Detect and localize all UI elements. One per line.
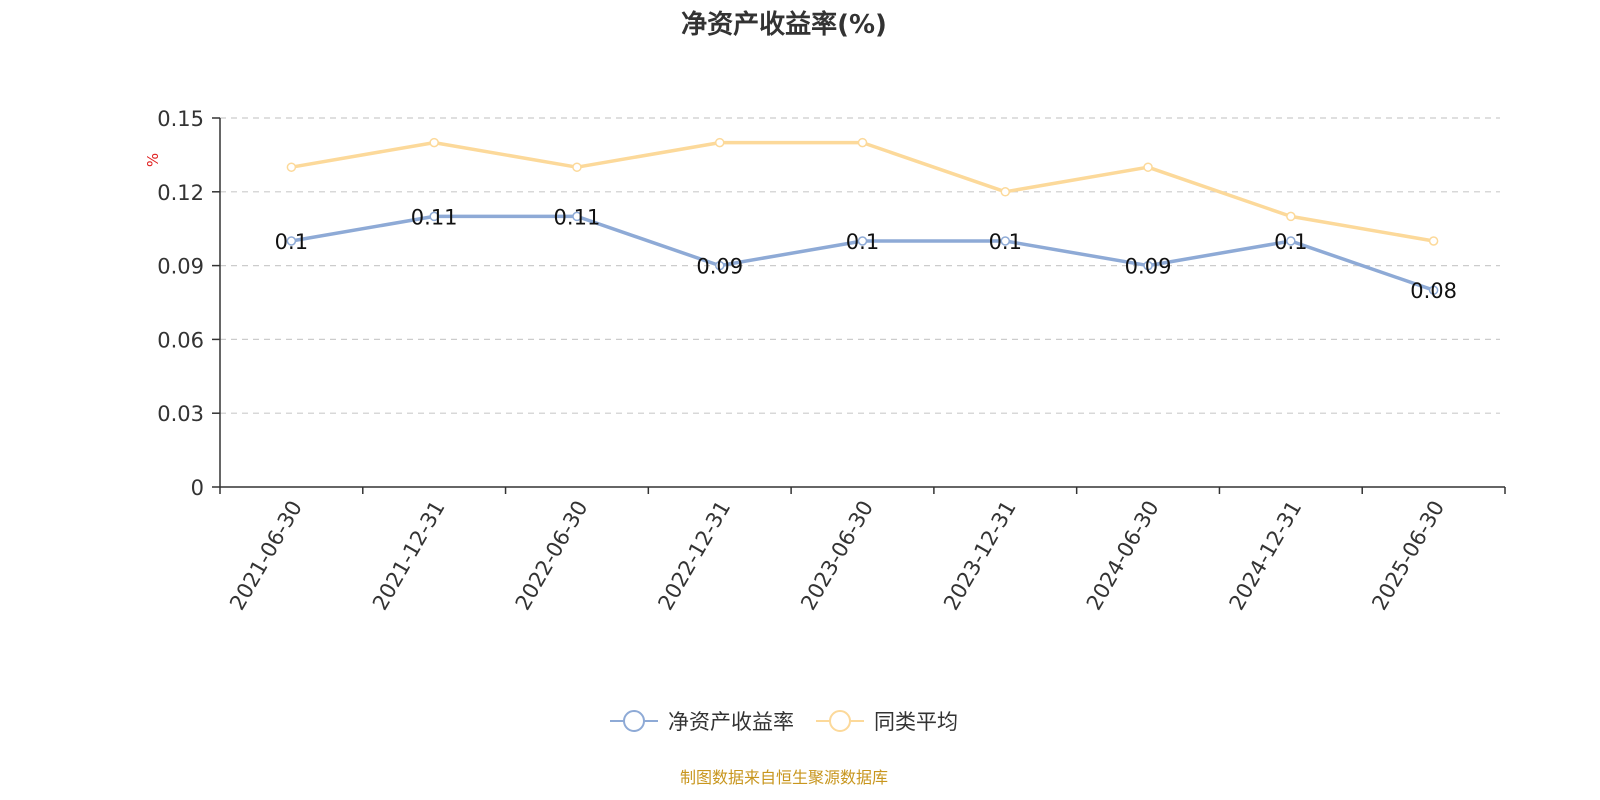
chart-title: 净资产收益率(%) <box>681 10 887 40</box>
data-point[interactable] <box>572 162 582 172</box>
data-point[interactable] <box>1000 187 1011 197</box>
data-label: 0.1 <box>846 230 879 254</box>
data-label: 0.11 <box>554 205 601 229</box>
data-point[interactable] <box>1428 285 1439 295</box>
legend: 净资产收益率 同类平均 <box>0 706 1568 736</box>
legend-item-peer-average[interactable]: 同类平均 <box>816 706 958 736</box>
data-point[interactable] <box>1428 236 1439 246</box>
data-label: 0.11 <box>411 205 458 229</box>
data-label: 0.09 <box>696 255 743 279</box>
line-chart: 0 0.03 0.06 0.09 0.12 0.15 2021-06-30 2021-12-… <box>144 107 1506 615</box>
y-axis-label: % <box>144 153 162 167</box>
y-tick-label: 0.15 <box>157 107 204 131</box>
data-point[interactable] <box>714 260 725 271</box>
y-tick-label: 0.12 <box>157 181 204 205</box>
x-tick-label: 2023-06-30 <box>796 497 878 615</box>
axes <box>219 118 1505 488</box>
data-point[interactable] <box>286 236 297 246</box>
x-tick-label: 2022-12-31 <box>653 497 735 615</box>
data-label: 0.09 <box>1125 255 1172 279</box>
y-tick-label: 0.09 <box>157 255 204 279</box>
data-point[interactable] <box>286 162 297 172</box>
data-label: 0.1 <box>275 230 308 254</box>
x-tick-label: 2023-12-31 <box>939 497 1021 615</box>
data-label: 0.08 <box>1410 279 1457 303</box>
data-point[interactable] <box>1000 236 1011 246</box>
legend-label-peer-average: 同类平均 <box>874 710 958 734</box>
data-point[interactable] <box>714 137 725 148</box>
data-labels: 0.1 0.11 0.11 0.09 0.1 0.1 0.09 0.1 0.08 <box>275 205 1457 303</box>
data-label: 0.1 <box>1274 230 1307 254</box>
data-point[interactable] <box>1143 162 1153 172</box>
x-tick-label: 2022-06-30 <box>511 497 593 615</box>
legend-swatch-roe-icon <box>610 710 658 732</box>
y-tick-label: 0 <box>191 476 204 500</box>
x-tick-label: 2024-06-30 <box>1082 497 1164 615</box>
y-tick-label: 0.06 <box>157 328 204 352</box>
data-point[interactable] <box>429 211 439 222</box>
x-tick-label: 2021-12-31 <box>368 496 450 614</box>
legend-item-roe[interactable]: 净资产收益率 <box>610 706 794 736</box>
legend-label-roe: 净资产收益率 <box>668 710 794 734</box>
data-source-note: 制图数据来自恒生聚源数据库 <box>679 768 888 787</box>
series-points <box>286 137 1439 295</box>
data-point[interactable] <box>857 236 868 246</box>
x-axis-ticks: 2021-06-30 2021-12-31 2022-06-30 2022-12-31… <box>219 487 1506 615</box>
x-tick-label: 2021-06-30 <box>225 497 307 615</box>
x-tick-label: 2024-12-31 <box>1225 497 1307 615</box>
data-point[interactable] <box>1286 211 1296 222</box>
x-tick-label: 2025-06-30 <box>1367 497 1449 615</box>
data-point[interactable] <box>572 211 582 222</box>
data-point[interactable] <box>429 137 439 148</box>
series-lines <box>291 140 1435 292</box>
y-axis-ticks: 0 0.03 0.06 0.09 0.12 0.15 <box>157 107 220 500</box>
data-point[interactable] <box>1143 260 1153 271</box>
data-label: 0.1 <box>989 230 1022 254</box>
data-point[interactable] <box>1286 236 1296 246</box>
data-point[interactable] <box>857 137 868 148</box>
y-tick-label: 0.03 <box>157 402 204 426</box>
grid-lines <box>220 117 1500 414</box>
legend-swatch-peer-average-icon <box>816 710 864 732</box>
